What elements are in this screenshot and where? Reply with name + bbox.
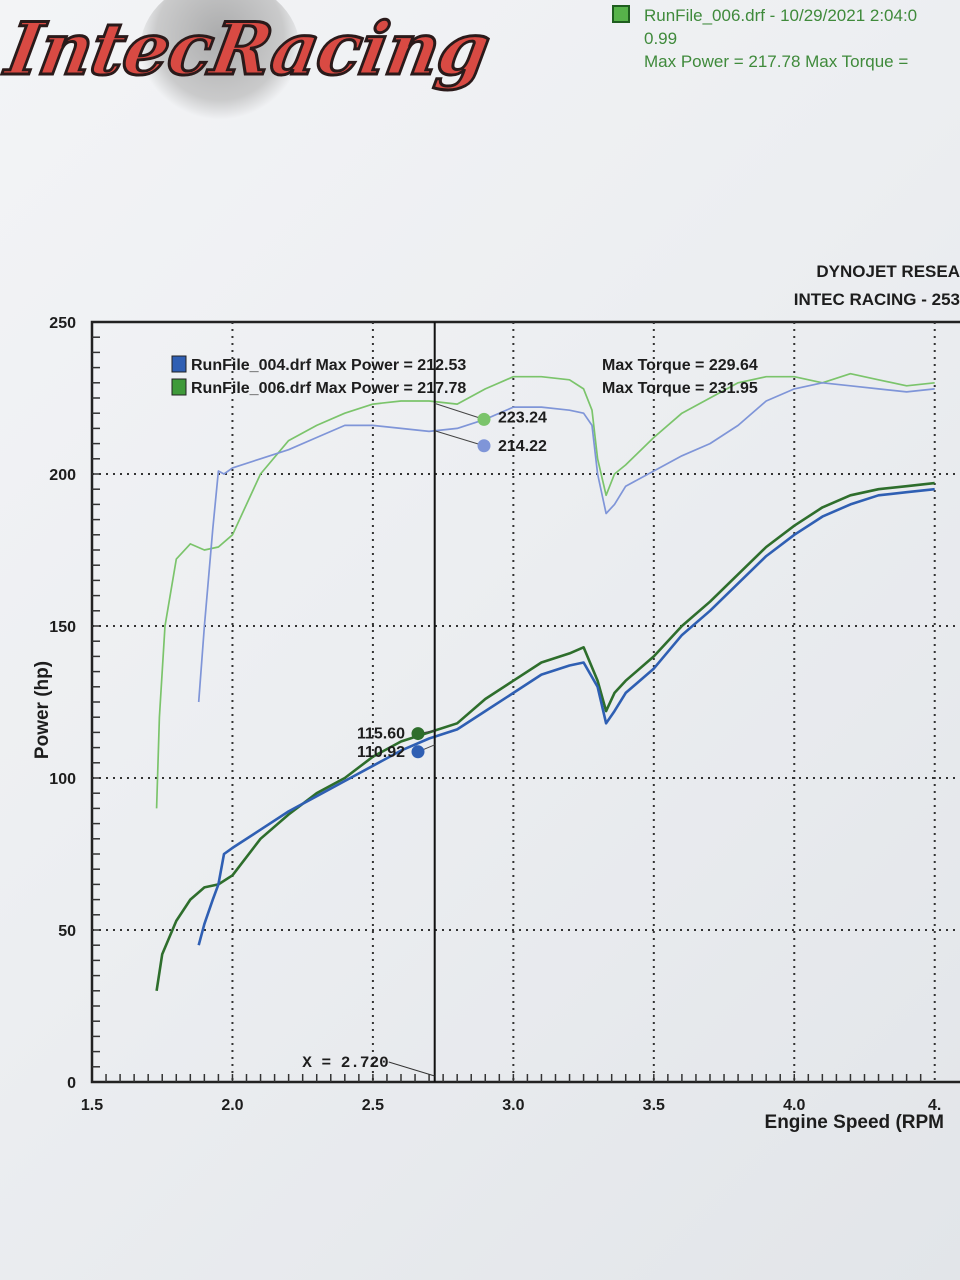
- x-tick-label: 3.0: [502, 1097, 524, 1114]
- y-tick-label: 100: [49, 771, 76, 788]
- x-tick-label: 4.: [928, 1097, 941, 1114]
- y-tick-label: 50: [58, 923, 76, 940]
- legend-entry: RunFile_006.drf Max Power = 217.78: [191, 380, 466, 397]
- run-header-ratio: 0.99: [644, 29, 678, 48]
- cursor-value-power-run004: 110.92: [357, 744, 405, 761]
- dyno-title-line2: INTEC RACING - 253: [793, 290, 960, 309]
- intec-racing-logo: IntecRacing: [0, 0, 600, 120]
- legend-max-torque: Max Torque = 229.64: [602, 357, 758, 374]
- cursor-dot: [477, 439, 491, 453]
- x-axis-label: Engine Speed (RPM: [765, 1112, 944, 1133]
- power-line-run004: [197, 487, 935, 946]
- cursor-label: X = 2.720: [302, 1054, 388, 1072]
- legend-swatch: [171, 378, 187, 396]
- x-tick-label: 4.0: [783, 1097, 805, 1114]
- cursor-leader: [434, 430, 485, 447]
- x-tick-label: 3.5: [643, 1097, 665, 1114]
- logo-emblem-shadow: [140, 0, 300, 120]
- legend-entry: RunFile_004.drf Max Power = 212.53: [191, 357, 466, 374]
- cursor-value-torque-run006: 223.24: [498, 409, 547, 426]
- legend-swatch: [171, 355, 187, 373]
- cursor-value-power-run006: 115.60: [357, 726, 405, 743]
- legend-max-torque: Max Torque = 231.95: [602, 380, 758, 397]
- x-tick-label: 2.0: [221, 1097, 243, 1114]
- dyno-title-line1: DYNOJET RESEA: [816, 262, 960, 281]
- dyno-title: DYNOJET RESEA INTEC RACING - 253: [794, 258, 960, 314]
- torque-line-run006: [155, 372, 935, 809]
- cursor-dot: [477, 412, 491, 426]
- y-tick-label: 200: [49, 467, 76, 484]
- run006-legend-swatch: [612, 5, 630, 23]
- y-tick-label: 150: [49, 619, 76, 636]
- cursor-label-leader: [388, 1061, 435, 1077]
- cursor-value-torque-run004: 214.22: [498, 438, 547, 455]
- y-axis-label: Power (hp): [32, 661, 53, 759]
- y-tick-label: 0: [67, 1075, 76, 1092]
- x-tick-label: 2.5: [362, 1097, 384, 1114]
- run-header-max: Max Power = 217.78 Max Torque =: [644, 52, 909, 71]
- torque-line-run004: [197, 381, 935, 703]
- x-tick-label: 1.5: [81, 1097, 103, 1114]
- run-header: RunFile_006.drf - 10/29/2021 2:04:0 0.99…: [644, 4, 917, 73]
- cursor-leader: [434, 402, 485, 420]
- y-tick-label: 250: [49, 315, 76, 332]
- cursor-dot: [411, 745, 425, 759]
- run-header-file: RunFile_006.drf - 10/29/2021 2:04:0: [644, 6, 918, 25]
- power-line-run006: [155, 481, 935, 991]
- cursor-dot: [411, 727, 425, 741]
- plot-frame: [90, 320, 960, 1084]
